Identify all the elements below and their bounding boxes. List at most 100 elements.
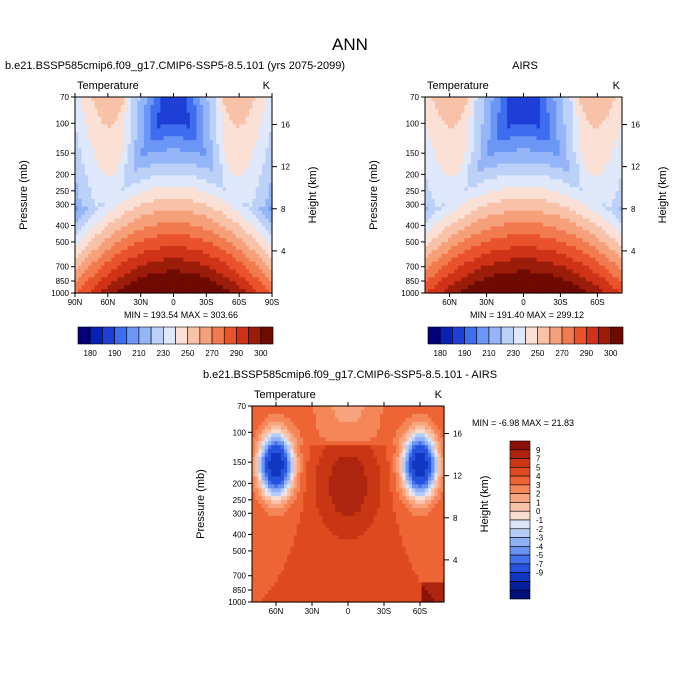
x-tick-label: 90N <box>68 298 83 307</box>
field-cell <box>117 116 122 122</box>
field-cell <box>493 171 498 176</box>
field-cell <box>199 238 204 243</box>
field-cell <box>203 226 207 231</box>
field-cell <box>111 226 115 231</box>
field-cell <box>245 147 250 153</box>
field-cell <box>147 147 152 153</box>
field-cell <box>78 175 83 180</box>
field-cell <box>454 222 459 227</box>
field-cell <box>232 269 237 274</box>
field-cell <box>212 116 217 122</box>
field-cell <box>134 104 138 110</box>
field-cell <box>434 222 439 227</box>
field-cell <box>216 128 221 133</box>
field-cell <box>157 112 161 118</box>
field-cell <box>530 97 534 102</box>
field-cell <box>425 151 429 157</box>
field-cell <box>464 218 469 224</box>
field-cell <box>157 214 161 220</box>
field-cell <box>543 132 548 137</box>
field-cell <box>219 261 224 267</box>
field-cell <box>189 100 194 106</box>
field-cell <box>176 214 181 220</box>
field-cell <box>536 147 541 153</box>
field-cell <box>516 289 521 294</box>
field-cell <box>75 277 79 282</box>
field-cell <box>124 195 129 200</box>
field-cell <box>216 191 221 196</box>
field-cell <box>510 218 515 224</box>
field-cell <box>477 136 482 141</box>
field-cell <box>216 147 221 153</box>
field-cell <box>487 140 492 145</box>
field-cell <box>101 273 106 278</box>
field-cell <box>431 257 436 263</box>
field-cell <box>530 175 534 180</box>
field-cell <box>431 273 436 278</box>
field-cell <box>484 120 488 126</box>
field-cell <box>516 261 521 267</box>
field-cell <box>107 218 112 224</box>
field-cell <box>104 116 109 122</box>
field-cell <box>265 230 270 235</box>
field-cell <box>467 100 472 106</box>
field-cell <box>127 108 132 114</box>
field-cell <box>536 226 541 231</box>
field-cell <box>75 206 79 212</box>
field-cell <box>265 151 270 157</box>
field-cell <box>493 202 498 208</box>
field-cell <box>497 218 502 224</box>
field-cell <box>242 116 247 122</box>
field-cell <box>438 277 443 282</box>
field-cell <box>232 273 237 278</box>
field-cell <box>163 265 168 271</box>
field-cell <box>262 100 267 106</box>
field-cell <box>212 238 217 243</box>
field-cell <box>114 265 119 271</box>
field-cell <box>160 210 165 216</box>
field-cell <box>232 175 237 180</box>
field-cell <box>536 155 541 161</box>
field-cell <box>75 124 79 129</box>
field-cell <box>536 253 541 259</box>
field-cell <box>530 242 534 247</box>
field-cell <box>513 214 518 220</box>
field-cell <box>183 144 188 149</box>
field-cell <box>180 202 184 208</box>
field-cell <box>484 269 488 274</box>
field-cell <box>75 273 79 278</box>
field-cell <box>75 140 79 145</box>
field-cell <box>166 289 171 294</box>
field-cell <box>107 242 112 247</box>
field-cell <box>245 171 250 176</box>
field-cell <box>431 261 436 267</box>
field-cell <box>474 128 479 133</box>
field-cell <box>438 234 443 239</box>
field-cell <box>209 163 214 169</box>
field-cell <box>484 234 488 239</box>
field-cell <box>239 108 244 114</box>
field-cell <box>120 136 125 141</box>
field-cell <box>520 257 525 263</box>
field-cell <box>268 140 273 145</box>
field-cell <box>140 187 145 192</box>
field-cell <box>242 242 247 247</box>
field-cell <box>265 198 270 204</box>
field-cell <box>533 100 538 106</box>
field-cell <box>160 198 165 204</box>
field-cell <box>539 108 544 114</box>
field-cell <box>183 124 188 129</box>
field-cell <box>150 171 155 176</box>
field-cell <box>147 132 152 137</box>
field-cell <box>526 202 531 208</box>
field-cell <box>166 285 171 290</box>
field-cell <box>104 285 109 290</box>
field-cell <box>520 128 525 133</box>
field-cell <box>474 289 479 294</box>
field-cell <box>454 253 459 259</box>
field-cell <box>249 269 253 274</box>
field-cell <box>235 136 240 141</box>
field-cell <box>461 269 465 274</box>
field-cell <box>88 151 93 157</box>
